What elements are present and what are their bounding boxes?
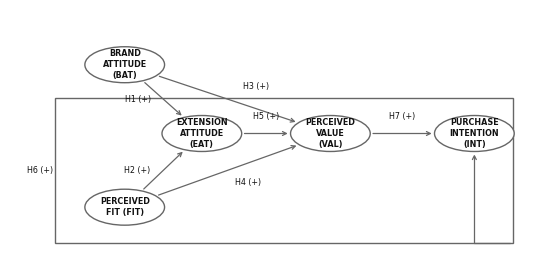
Text: BRAND
ATTITUDE
(BAT): BRAND ATTITUDE (BAT) bbox=[103, 49, 147, 80]
Text: H6 (+): H6 (+) bbox=[27, 166, 53, 175]
Text: PERCEIVED
FIT (FIT): PERCEIVED FIT (FIT) bbox=[100, 197, 150, 217]
Text: H2 (+): H2 (+) bbox=[125, 166, 150, 175]
Text: EXTENSION
ATTITUDE
(EAT): EXTENSION ATTITUDE (EAT) bbox=[176, 118, 228, 149]
Ellipse shape bbox=[434, 116, 514, 151]
Text: H3 (+): H3 (+) bbox=[243, 82, 269, 91]
Text: H4 (+): H4 (+) bbox=[235, 178, 261, 187]
Ellipse shape bbox=[85, 189, 165, 225]
Text: H7 (+): H7 (+) bbox=[389, 112, 416, 121]
Text: H5 (+): H5 (+) bbox=[253, 112, 279, 121]
Bar bbox=[55, 98, 513, 243]
Text: PURCHASE
INTENTION
(INT): PURCHASE INTENTION (INT) bbox=[450, 118, 499, 149]
Ellipse shape bbox=[290, 116, 370, 151]
Ellipse shape bbox=[85, 47, 165, 83]
Ellipse shape bbox=[162, 116, 242, 151]
Text: H1 (+): H1 (+) bbox=[125, 95, 150, 104]
Text: PERCEIVED
VALUE
(VAL): PERCEIVED VALUE (VAL) bbox=[305, 118, 356, 149]
